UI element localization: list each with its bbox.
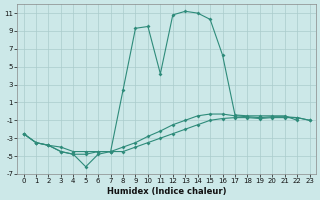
X-axis label: Humidex (Indice chaleur): Humidex (Indice chaleur) — [107, 187, 226, 196]
